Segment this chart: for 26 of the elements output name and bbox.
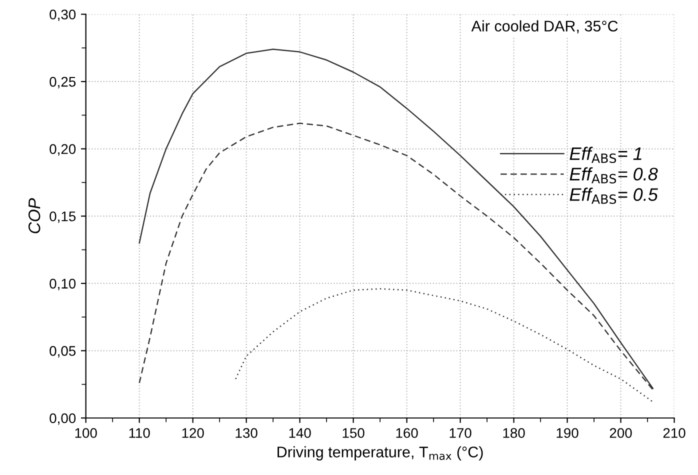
y-tick-label: 0,30	[50, 10, 76, 22]
x-axis-title: Driving temperature, T$_{max}$ (°C)	[278, 446, 483, 460]
x-tick-label: 110	[129, 428, 150, 438]
y-tick-label: 0,20	[50, 144, 76, 156]
x-tick-label: 100	[75, 428, 97, 438]
x-tick-label: 180	[503, 428, 525, 438]
x-tick-label: 150	[342, 428, 364, 438]
x-tick-label: 190	[556, 428, 578, 438]
x-tick-label: 130	[236, 428, 258, 438]
y-tick-label: 0,05	[50, 346, 76, 358]
legend-label: Eff$_{ABS}$= 1	[570, 146, 642, 164]
x-tick-label: 140	[289, 428, 311, 438]
annotation: Air cooled DAR, 35°C	[471, 20, 618, 34]
legend-label: Eff$_{ABS}$= 0.8	[570, 167, 658, 184]
y-tick-label: 0,10	[50, 278, 76, 290]
y-tick-label: 0,00	[50, 413, 76, 425]
x-tick-label: 160	[396, 428, 418, 438]
y-tick-label: 0,25	[50, 76, 76, 88]
legend-label: Eff$_{ABS}$= 0.5	[570, 188, 658, 204]
x-tick-label: 170	[450, 428, 472, 438]
y-tick-label: 0,15	[50, 211, 76, 223]
x-tick-label: 200	[610, 428, 632, 438]
y-axis-title: COP	[28, 198, 40, 234]
line-series	[235, 288, 654, 402]
x-tick-label: 120	[182, 428, 204, 438]
x-tick-label: 210	[663, 428, 686, 438]
